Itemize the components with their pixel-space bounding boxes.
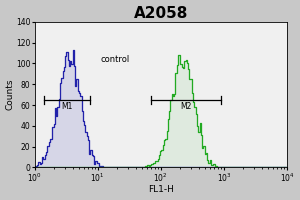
Text: control: control: [101, 55, 130, 64]
Y-axis label: Counts: Counts: [6, 79, 15, 110]
Title: A2058: A2058: [134, 6, 188, 21]
Text: M1: M1: [61, 102, 73, 111]
X-axis label: FL1-H: FL1-H: [148, 185, 174, 194]
Text: M2: M2: [180, 102, 192, 111]
